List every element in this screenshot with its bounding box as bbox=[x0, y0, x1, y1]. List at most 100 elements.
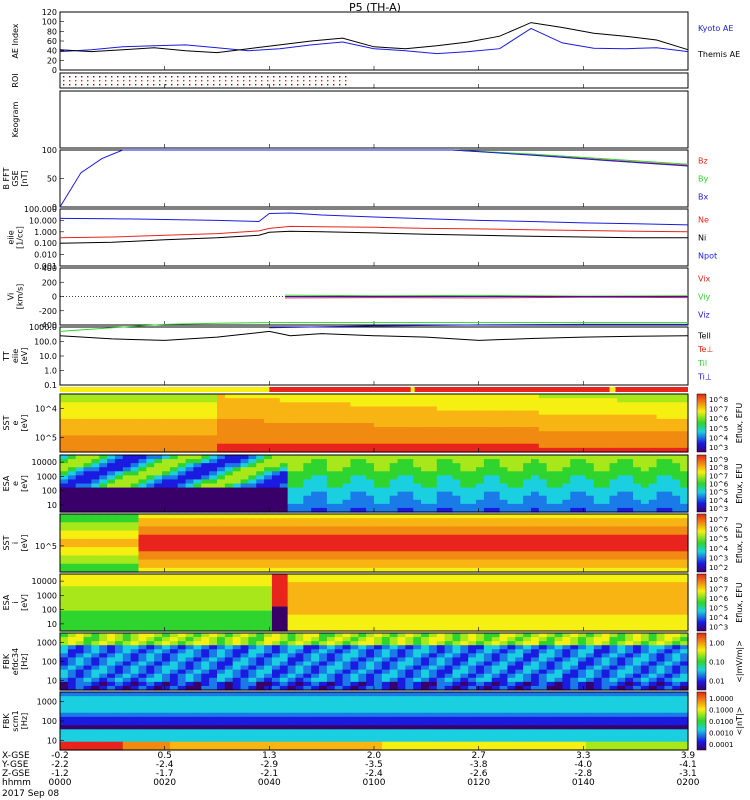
spectrogram-cell bbox=[601, 467, 611, 472]
spectrogram-cell bbox=[201, 586, 210, 591]
spectrogram-cell bbox=[483, 418, 493, 424]
spectrogram-cell bbox=[279, 582, 289, 587]
spectrogram-cell bbox=[444, 555, 454, 561]
spectrogram-cell bbox=[554, 447, 563, 453]
spectrogram-cell bbox=[381, 406, 391, 412]
spectrogram-cell bbox=[342, 455, 352, 460]
spectrogram-cell bbox=[256, 414, 265, 420]
spectrogram-cell bbox=[130, 483, 140, 489]
spectrogram-cell bbox=[664, 522, 673, 528]
spectrogram-cell bbox=[248, 463, 257, 468]
spectrogram-cell bbox=[617, 507, 626, 513]
spectrogram-cell bbox=[177, 563, 187, 569]
spectrogram-cell bbox=[350, 431, 359, 437]
spectrogram-cell bbox=[114, 641, 124, 646]
spectrogram-cell bbox=[350, 459, 359, 464]
spectrogram-cell bbox=[342, 406, 352, 412]
spectrogram-cell bbox=[523, 410, 532, 416]
spectrogram-cell bbox=[201, 394, 210, 399]
spectrogram-cell bbox=[75, 594, 85, 600]
spectrogram-cell bbox=[617, 606, 626, 612]
spectrogram-cell bbox=[248, 435, 257, 441]
spectrogram-cell bbox=[554, 559, 563, 565]
spectrogram-cell bbox=[562, 526, 571, 532]
spectrogram-cell bbox=[279, 534, 289, 540]
spectrogram-cell bbox=[201, 633, 210, 638]
spectrogram-cell bbox=[460, 398, 469, 403]
spectrogram-cell bbox=[311, 641, 320, 646]
spectrogram-cell bbox=[397, 543, 406, 548]
spectrogram-cell bbox=[350, 483, 359, 489]
spectrogram-cell bbox=[680, 590, 689, 595]
spectrogram-cell bbox=[107, 443, 116, 449]
spectrogram-cell bbox=[107, 402, 116, 408]
spectrogram-cell bbox=[633, 594, 642, 600]
spectrogram-cell bbox=[468, 418, 477, 424]
spectrogram-cell bbox=[413, 459, 422, 464]
spectrogram-cell bbox=[114, 681, 124, 687]
spectrogram-cell bbox=[460, 622, 469, 628]
spectrogram-cell bbox=[67, 499, 77, 505]
spectrogram-cell bbox=[350, 406, 359, 412]
spectrogram-cell bbox=[342, 487, 352, 493]
spectrogram-cell bbox=[209, 439, 218, 445]
spectrogram-cell bbox=[271, 547, 281, 552]
spectrogram-cell bbox=[75, 606, 85, 612]
spectrogram-cell bbox=[428, 406, 438, 412]
spectrogram-cell bbox=[531, 514, 540, 519]
spectrogram-cell bbox=[460, 402, 469, 408]
spectrogram-cell bbox=[248, 559, 257, 565]
spectrogram-cell bbox=[169, 410, 179, 416]
spectrogram-cell bbox=[413, 594, 422, 600]
spectrogram-cell bbox=[397, 606, 406, 612]
spectrogram-cell bbox=[389, 563, 399, 569]
spectrogram-cell bbox=[389, 538, 399, 544]
spectrogram-cell bbox=[99, 626, 108, 632]
spectrogram-cell bbox=[67, 459, 77, 464]
spectrogram-cell bbox=[640, 594, 650, 600]
spectrogram-cell bbox=[193, 475, 202, 481]
spectrogram-cell bbox=[334, 594, 344, 600]
spectrogram-cell bbox=[499, 455, 509, 460]
spectrogram-cell bbox=[264, 514, 273, 519]
spectrogram-cell bbox=[554, 463, 563, 468]
spectrogram-cell bbox=[169, 606, 179, 612]
spectrogram-cell bbox=[201, 495, 210, 501]
spectrogram-cell bbox=[99, 559, 108, 565]
spectrogram-cell bbox=[217, 507, 226, 513]
spectrogram-cell bbox=[169, 491, 179, 497]
spectrogram-cell bbox=[546, 606, 556, 612]
spectrogram-cell bbox=[146, 514, 155, 519]
spectrogram-cell bbox=[279, 543, 289, 548]
spectrogram-cell bbox=[546, 602, 556, 608]
spectrogram-cell bbox=[209, 522, 218, 528]
spectrogram-cell bbox=[130, 406, 140, 412]
spectrogram-cell bbox=[413, 491, 422, 497]
spectrogram-cell bbox=[326, 398, 336, 403]
spectrogram-cell bbox=[169, 555, 179, 561]
spectrogram-cell bbox=[436, 410, 446, 416]
spectrogram-cell bbox=[609, 602, 618, 608]
spectrogram-cell bbox=[303, 641, 312, 646]
spectrogram-cell bbox=[114, 534, 124, 540]
spectrogram-cell bbox=[91, 582, 100, 587]
spectrogram-cell bbox=[413, 483, 422, 489]
spectrogram-cell bbox=[264, 677, 273, 683]
spectrogram-cell bbox=[342, 626, 352, 632]
spectrogram-cell bbox=[185, 495, 195, 501]
spectrogram-cell bbox=[672, 471, 681, 476]
spectrogram-cell bbox=[122, 471, 132, 476]
spectrogram-cell bbox=[609, 626, 618, 632]
spectrogram-cell bbox=[240, 459, 249, 464]
spectrogram-cell bbox=[405, 582, 414, 587]
spectrogram-cell bbox=[122, 402, 132, 408]
spectrogram-cell bbox=[358, 618, 367, 624]
spectrogram-cell bbox=[680, 610, 689, 616]
spectrogram-cell bbox=[99, 637, 108, 642]
spectrogram-cell bbox=[224, 657, 234, 663]
spectrogram-cell bbox=[232, 559, 242, 565]
spectrogram-cell bbox=[640, 503, 650, 509]
spectrogram-cell bbox=[554, 618, 563, 624]
spectrogram-cell bbox=[256, 538, 265, 544]
spectrogram-cell bbox=[248, 423, 257, 428]
